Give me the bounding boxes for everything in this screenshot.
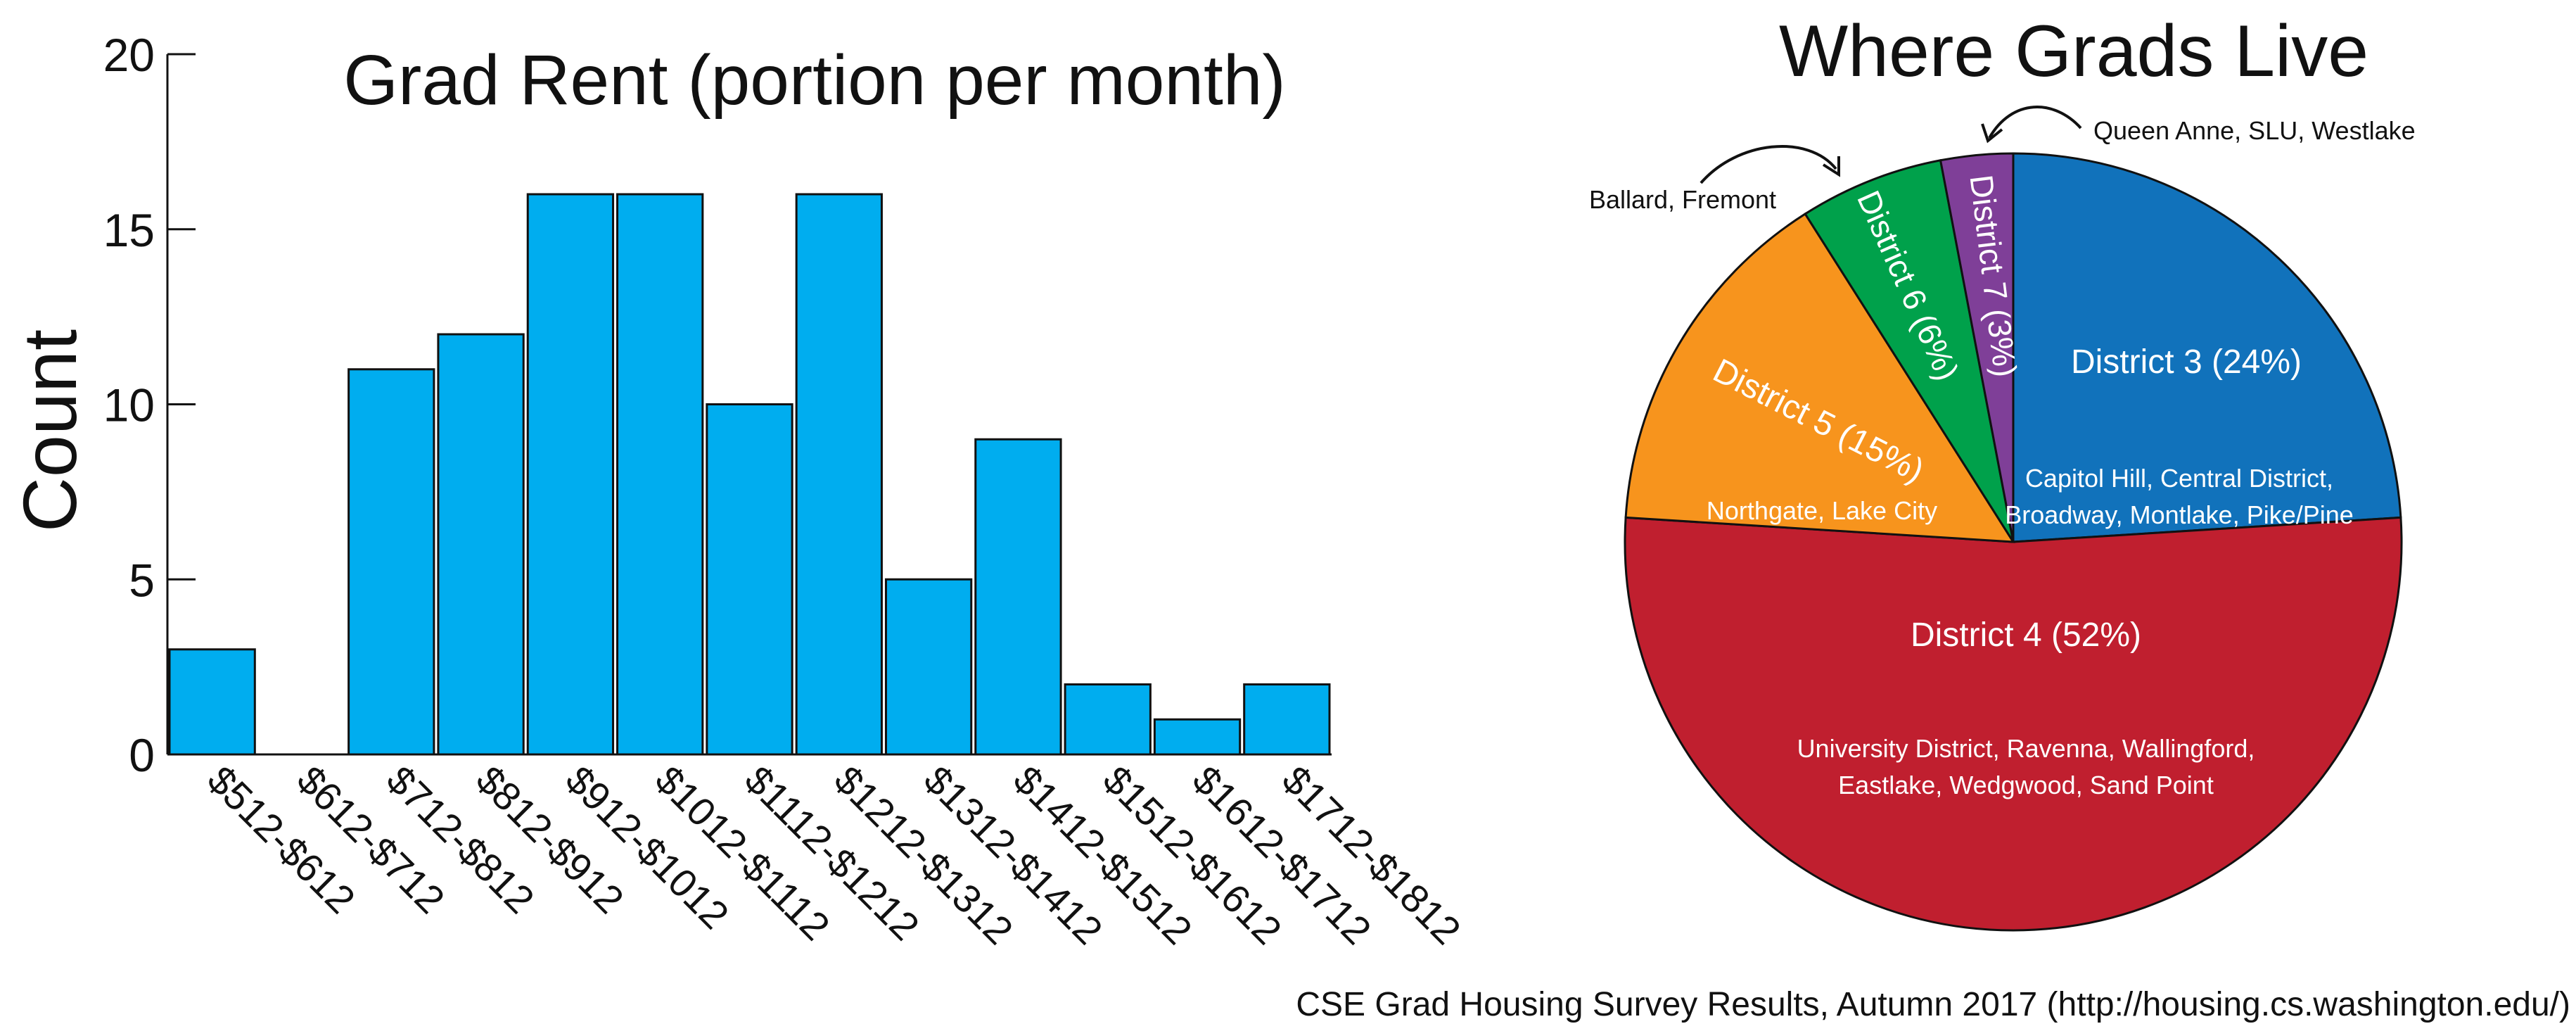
bar-1012-1112 xyxy=(616,193,704,756)
bar-1412-1512 xyxy=(974,438,1062,756)
bar-chart-title: Grad Rent (portion per month) xyxy=(343,41,1286,120)
bar-1112-1212 xyxy=(706,403,793,756)
y-tick-label: 0 xyxy=(129,729,155,781)
bar-812-912 xyxy=(437,333,525,756)
pie-slice-district-7 xyxy=(1939,152,2015,543)
neighborhood-label-district-3: Capitol Hill, Central District, xyxy=(2025,464,2333,493)
callout-arrowhead-district-7 xyxy=(1981,123,2003,144)
rent-histogram: Grad Rent (portion per month) Count 0 5 10… xyxy=(7,29,1469,953)
slice-label-district-3: District 3 (24%) xyxy=(2071,343,2302,381)
bar-1712-1812 xyxy=(1243,683,1331,756)
bar-1312-1412 xyxy=(884,578,973,756)
pie-slice-district-3 xyxy=(2012,152,2402,543)
callout-arrow-district-7 xyxy=(1988,106,2082,139)
neighborhood-label-district-5: Northgate, Lake City xyxy=(1707,496,1937,525)
neighborhood-label-district-4: Eastlake, Wedgwood, Sand Point xyxy=(1838,771,2214,799)
bar-912-1012 xyxy=(526,193,615,756)
pie-slice-district-5 xyxy=(1624,212,2015,543)
y-tick-label: 20 xyxy=(103,29,155,81)
pie-slice-district-4 xyxy=(1624,516,2403,932)
bar-712-812 xyxy=(347,368,435,756)
district-pie: Where Grads Live District 3 (24%) Capito… xyxy=(1589,11,2416,932)
y-tick-label: 15 xyxy=(103,204,155,256)
y-axis-label: Count xyxy=(7,329,92,532)
neighborhood-label-district-3: Broadway, Montlake, Pike/Pine xyxy=(2005,500,2354,529)
neighborhood-label-district-6: Ballard, Fremont xyxy=(1589,185,1776,214)
callout-arrowhead-district-6 xyxy=(1822,156,1840,177)
bar-512-612 xyxy=(168,648,256,756)
bar-1512-1612 xyxy=(1064,683,1152,756)
pie-chart-title: Where Grads Live xyxy=(1779,11,2368,92)
neighborhood-label-district-4: University District, Ravenna, Wallingfor… xyxy=(1797,734,2255,763)
y-tick-label: 5 xyxy=(129,554,155,606)
bar-1212-1312 xyxy=(795,193,883,756)
slice-label-district-4: District 4 (52%) xyxy=(1911,616,2141,654)
bar-1612-1712 xyxy=(1153,718,1242,756)
pie-slice-district-6 xyxy=(1804,159,2015,543)
callout-arrow-district-6 xyxy=(1700,144,1837,184)
source-footer: CSE Grad Housing Survey Results, Autumn … xyxy=(1296,986,2570,1023)
y-tick-label: 10 xyxy=(103,379,155,431)
neighborhood-label-district-7: Queen Anne, SLU, Westlake xyxy=(2093,116,2416,145)
